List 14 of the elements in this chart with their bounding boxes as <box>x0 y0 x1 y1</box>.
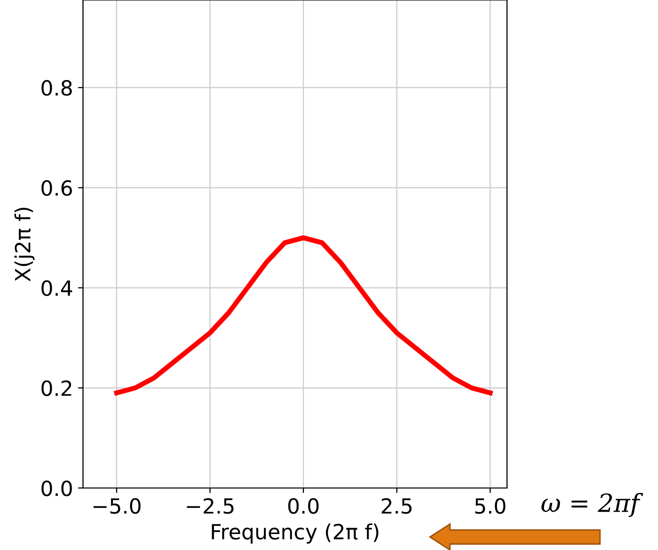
text: ω = 2πf <box>541 492 644 518</box>
y-tick-label: 0.2 <box>42 380 72 396</box>
y-tick-label: 0.6 <box>42 180 72 196</box>
x-tick-label: 5.0 <box>475 498 506 514</box>
x-tick-label: −5.0 <box>94 498 141 514</box>
line-series <box>114 235 493 396</box>
x-tick-label: 0.0 <box>288 498 319 514</box>
x-tick-label: −2.5 <box>186 498 234 514</box>
y-axis-title: X(j2π f) <box>14 208 35 282</box>
y-tick-label: 0.8 <box>42 80 72 96</box>
y-tick-label: 0.4 <box>42 280 72 296</box>
x-axis-title: Frequency (2π f) <box>212 523 378 544</box>
y-tick-label: 0.0 <box>42 480 72 496</box>
x-tick-label: 2.5 <box>382 498 412 514</box>
